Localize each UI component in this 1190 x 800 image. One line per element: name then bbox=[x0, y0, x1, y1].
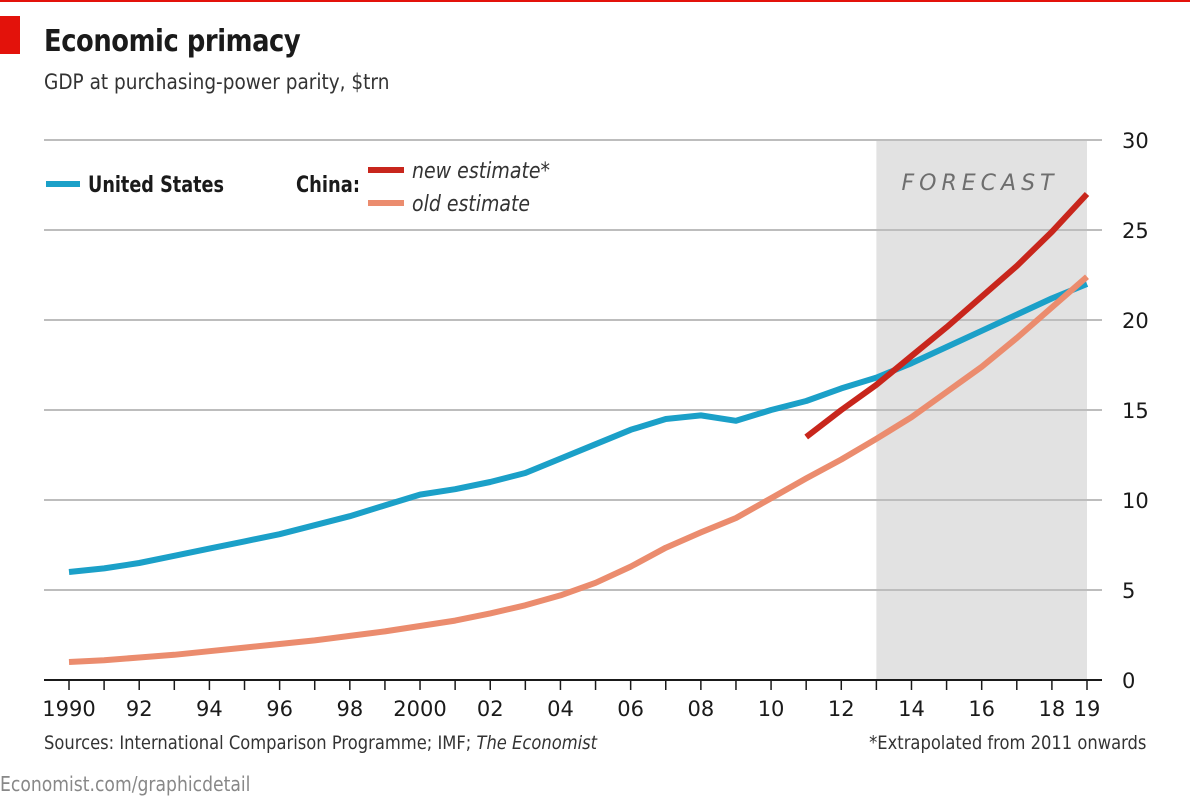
x-tick-label: 04 bbox=[547, 697, 574, 721]
legend-label-china-new: new estimate* bbox=[412, 159, 550, 184]
series-lines bbox=[68, 191, 1090, 665]
series-line-china-old bbox=[68, 274, 1089, 665]
credit-link: Economist.com/graphicdetail bbox=[0, 772, 251, 796]
source-note: Sources: International Comparison Progra… bbox=[44, 732, 598, 754]
y-tick-label: 25 bbox=[1122, 219, 1149, 243]
y-tick-label: 30 bbox=[1122, 129, 1149, 153]
legend-label-china-old: old estimate bbox=[412, 192, 530, 217]
x-tick-label: 02 bbox=[477, 697, 504, 721]
y-tick-label: 0 bbox=[1122, 669, 1135, 693]
x-tick-label: 08 bbox=[687, 697, 714, 721]
footnote: *Extrapolated from 2011 onwards bbox=[868, 732, 1146, 754]
legend-label-china: China: bbox=[296, 173, 360, 198]
chart-subtitle: GDP at purchasing-power parity, $trn bbox=[44, 70, 390, 94]
x-tick-label: 1990 bbox=[42, 697, 95, 721]
x-tick-label: 16 bbox=[968, 697, 995, 721]
x-tick-label: 06 bbox=[617, 697, 644, 721]
legend: United States China: new estimate* old e… bbox=[46, 159, 550, 217]
series-line-us bbox=[68, 281, 1089, 575]
x-tick-label: 2000 bbox=[393, 697, 446, 721]
y-tick-label: 15 bbox=[1122, 399, 1149, 423]
top-rule bbox=[0, 0, 1190, 2]
x-tick-label: 12 bbox=[828, 697, 855, 721]
y-tick-label: 20 bbox=[1122, 309, 1149, 333]
y-tick-label: 5 bbox=[1122, 579, 1135, 603]
series-line-china-new bbox=[804, 191, 1090, 440]
x-tick-label: 19 bbox=[1074, 697, 1101, 721]
legend-label-us: United States bbox=[88, 173, 224, 198]
forecast-label: FORECAST bbox=[902, 171, 1059, 196]
chart-title: Economic primacy bbox=[44, 24, 301, 59]
y-axis: 0 5 10 15 20 25 30 bbox=[1122, 129, 1149, 693]
x-tick-label: 98 bbox=[336, 697, 363, 721]
brand-tag bbox=[0, 16, 20, 54]
x-tick-label: 18 bbox=[1039, 697, 1066, 721]
x-tick-label: 10 bbox=[758, 697, 785, 721]
x-tick-label: 94 bbox=[196, 697, 223, 721]
x-tick-label: 92 bbox=[126, 697, 153, 721]
x-tick-label: 14 bbox=[898, 697, 925, 721]
x-tick-label: 96 bbox=[266, 697, 293, 721]
y-tick-label: 10 bbox=[1122, 489, 1149, 513]
x-axis: 1990 92 94 96 98 2000 02 04 06 08 10 12 14 16 18 19 bbox=[42, 679, 1102, 721]
